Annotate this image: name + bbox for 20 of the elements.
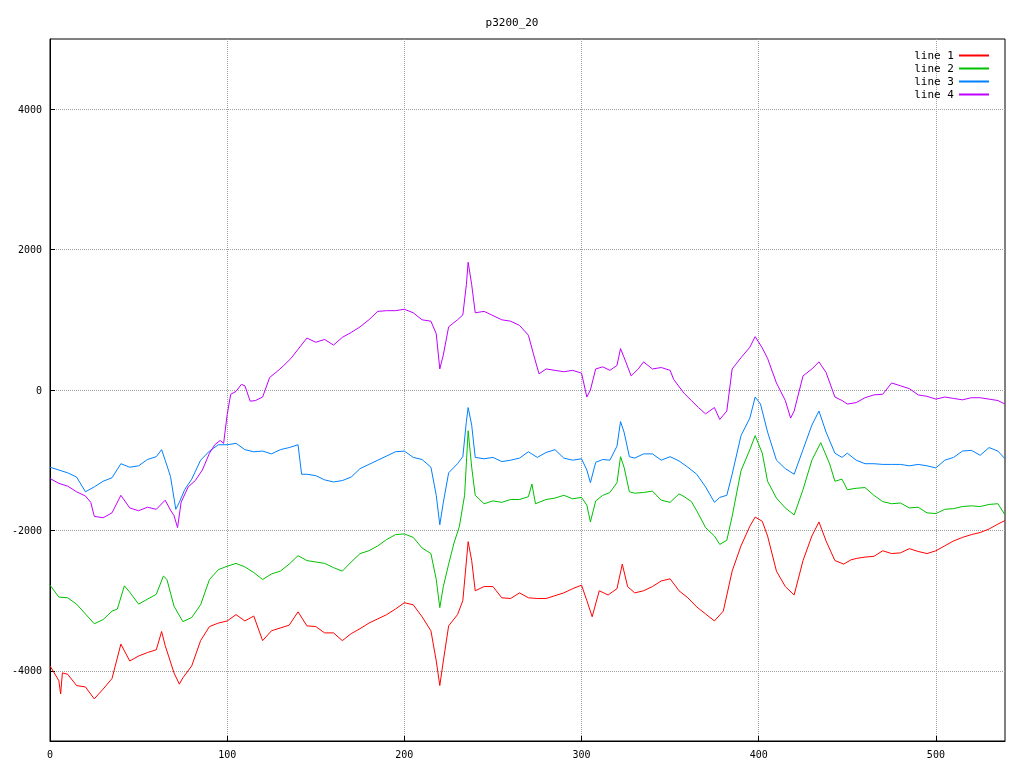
- y-tick-label: -4000: [11, 665, 42, 677]
- x-tick-label: 100: [218, 748, 237, 760]
- x-tick-label: 200: [395, 748, 414, 760]
- legend-label: line 2: [914, 62, 954, 75]
- y-tick-label: 2000: [17, 244, 42, 256]
- x-tick-label: 500: [926, 748, 945, 760]
- legend-label: line 1: [914, 49, 954, 62]
- y-tick-label: 0: [35, 384, 42, 396]
- x-tick-label: 0: [46, 748, 54, 760]
- x-tick-label: 400: [749, 748, 768, 760]
- legend-label: line 3: [914, 75, 954, 88]
- line-series: [49, 396, 1006, 526]
- line-series: [49, 516, 1006, 700]
- y-tick-label: -2000: [11, 524, 42, 536]
- legend-label: line 4: [914, 88, 955, 101]
- chart-title: p3200_20: [485, 16, 539, 29]
- line-series: [49, 430, 1006, 625]
- line-series: [49, 261, 1006, 529]
- x-tick-label: 300: [572, 748, 591, 760]
- y-tick-label: 4000: [17, 103, 42, 115]
